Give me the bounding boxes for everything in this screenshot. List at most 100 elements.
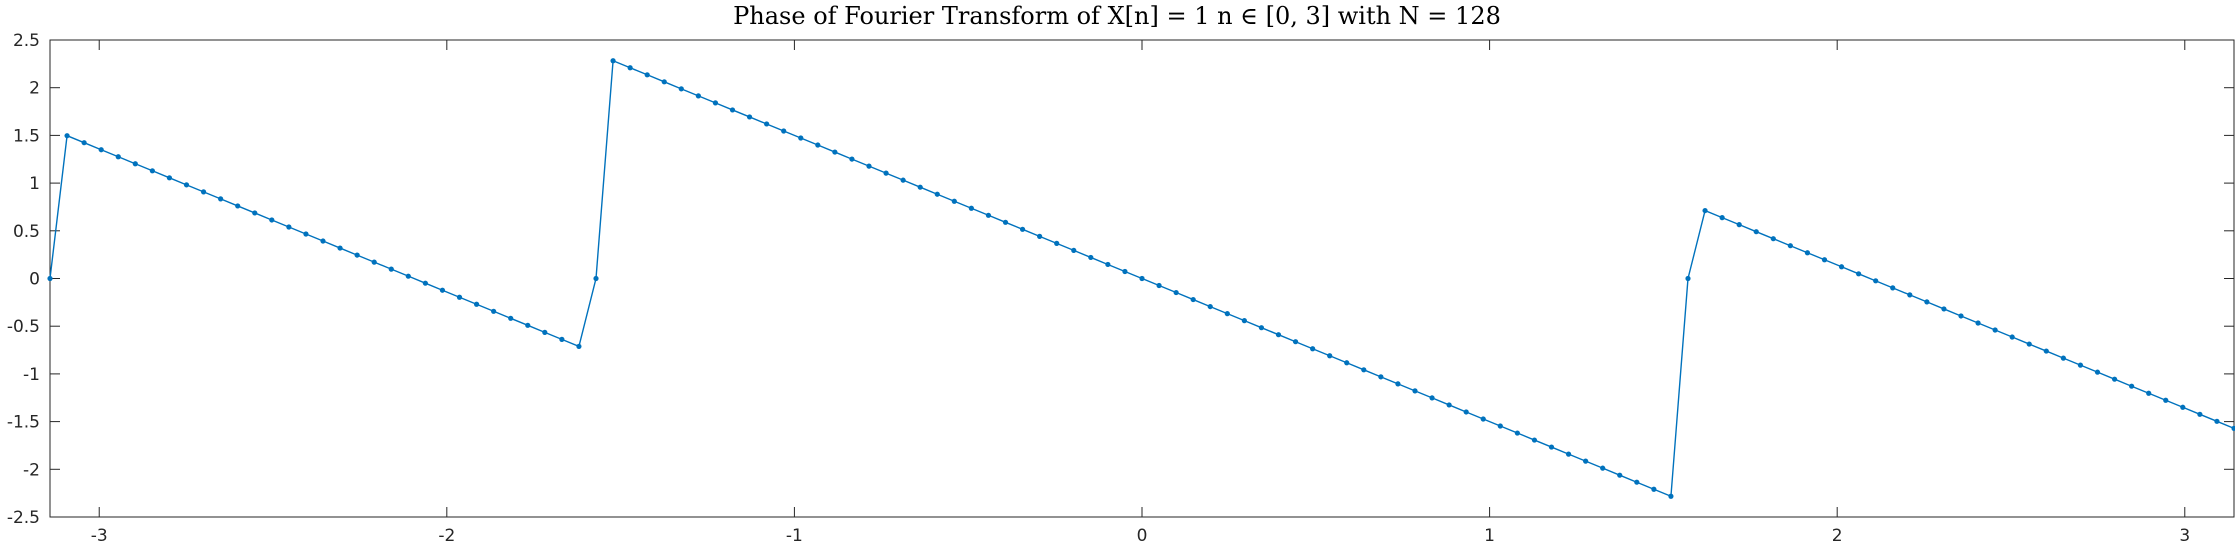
data-point	[1378, 374, 1384, 380]
data-point	[1651, 486, 1657, 492]
data-point	[644, 72, 650, 78]
data-point	[576, 343, 582, 350]
data-point	[405, 273, 411, 279]
data-point	[439, 287, 446, 293]
data-point	[1958, 313, 1964, 319]
data-point	[1992, 327, 1998, 333]
data-point	[610, 58, 616, 64]
data-point	[1446, 402, 1452, 408]
data-point	[764, 121, 770, 127]
data-point	[1156, 282, 1162, 289]
data-point	[1719, 215, 1725, 221]
data-point	[491, 308, 497, 314]
data-point	[1565, 451, 1572, 457]
y-tick-label: 1.5	[13, 126, 40, 146]
data-point	[985, 212, 992, 218]
data-point	[1292, 339, 1299, 345]
data-point	[1685, 275, 1691, 282]
data-point	[388, 266, 394, 272]
data-point	[2163, 397, 2169, 403]
y-tick-label: 2.5	[13, 31, 40, 51]
data-point	[1600, 465, 1606, 471]
data-point	[115, 154, 121, 160]
data-point	[1736, 222, 1742, 228]
data-point	[354, 252, 360, 258]
data-point	[1361, 367, 1367, 373]
data-series	[47, 58, 2235, 499]
y-tick-label: -0.5	[7, 317, 40, 337]
data-point	[1907, 292, 1913, 298]
data-point	[1088, 254, 1094, 261]
data-point	[1122, 268, 1128, 275]
data-point	[2129, 383, 2135, 389]
data-point	[1310, 346, 1316, 352]
data-point	[1924, 299, 1930, 305]
data-point	[661, 79, 667, 85]
x-tick-label: 0	[1137, 526, 1148, 546]
data-point	[2043, 348, 2049, 354]
data-point	[508, 315, 514, 321]
data-point	[98, 147, 104, 153]
x-tick-label: -3	[91, 526, 108, 546]
data-point	[1071, 247, 1077, 254]
data-point	[1139, 275, 1145, 282]
data-point	[218, 196, 224, 202]
y-axis-ticks: -2.5 -2 -1.5 -1 -0.5 0 0.5 1 1.5 2 2.5	[7, 31, 2234, 528]
chart-title: Phase of Fourier Transform of X[n] = 1 n…	[733, 2, 1501, 30]
data-point	[2111, 376, 2118, 382]
data-point	[166, 175, 173, 181]
data-point	[798, 135, 804, 141]
y-tick-label: 0.5	[13, 222, 40, 242]
data-point	[1054, 240, 1060, 246]
data-point	[371, 259, 377, 265]
data-point	[2009, 334, 2015, 340]
y-tick-label: 2	[29, 79, 40, 99]
data-point	[866, 163, 872, 169]
data-point	[746, 114, 753, 120]
y-tick-label: 0	[29, 270, 40, 290]
data-point	[1241, 318, 1247, 324]
data-point	[1838, 264, 1845, 270]
data-point	[849, 156, 855, 162]
data-point	[883, 170, 889, 176]
x-tick-label: 1	[1484, 526, 1495, 546]
data-point	[422, 280, 428, 286]
data-point	[1890, 285, 1896, 291]
data-point	[900, 177, 906, 183]
data-point	[1412, 388, 1418, 394]
data-point	[832, 149, 838, 155]
data-point	[2026, 341, 2032, 347]
data-point	[47, 275, 53, 282]
data-point	[1190, 296, 1196, 303]
data-point	[1821, 257, 1828, 263]
data-point	[712, 100, 719, 106]
data-point	[473, 301, 480, 307]
data-point	[1327, 353, 1333, 359]
data-point	[269, 217, 275, 223]
data-point	[132, 161, 138, 167]
data-point	[1617, 472, 1623, 478]
data-point	[1856, 271, 1862, 277]
data-point	[1583, 458, 1589, 464]
data-point	[183, 182, 190, 188]
data-point	[303, 231, 309, 237]
data-point	[1873, 278, 1879, 284]
data-point	[593, 275, 599, 282]
data-point	[1668, 493, 1674, 499]
data-point	[1787, 243, 1793, 249]
data-point	[951, 198, 957, 204]
data-point	[678, 86, 684, 92]
data-point	[456, 294, 463, 300]
y-tick-label: 1	[29, 174, 40, 194]
data-point	[149, 168, 155, 174]
data-point	[1975, 320, 1981, 326]
data-point	[1480, 416, 1486, 422]
x-tick-label: -2	[438, 526, 455, 546]
data-point	[1002, 219, 1009, 225]
data-point	[64, 133, 70, 139]
data-point	[559, 336, 565, 342]
x-axis-ticks: -3 -2 -1 0 1 2 3	[91, 40, 2190, 546]
data-point	[337, 245, 343, 251]
y-tick-label: -2	[23, 460, 40, 480]
